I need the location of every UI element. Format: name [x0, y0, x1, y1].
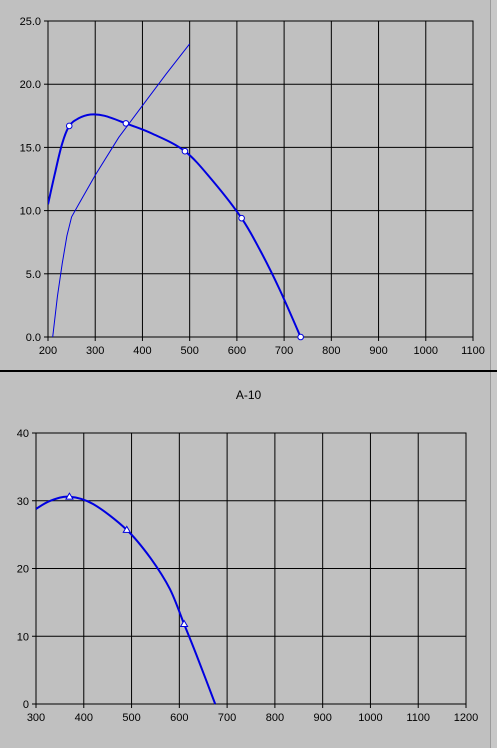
- data-point-marker: [65, 122, 73, 130]
- x-tick-label: 500: [180, 345, 198, 357]
- y-tick-label: 10.0: [20, 206, 41, 218]
- x-tick-label: 600: [170, 712, 188, 724]
- chart-panel-bottom: A-10 300 400 500 600 700 800 900 1000 1100 1200 0 1…: [0, 372, 497, 748]
- data-point-marker: [297, 333, 304, 341]
- data-point-marker: [179, 619, 189, 628]
- chart-title: A-10: [235, 388, 262, 402]
- x-tick-label: 1100: [406, 712, 430, 724]
- y-tick-label: 0: [23, 699, 29, 711]
- x-tick-label: 1200: [454, 712, 478, 724]
- right-edge-strip: [490, 0, 497, 370]
- y-tick-label: 15.0: [20, 142, 41, 154]
- y-tick-label: 25.0: [20, 16, 41, 28]
- panel-divider: [0, 370, 497, 372]
- data-point-marker: [181, 147, 189, 155]
- plot-area: [48, 21, 473, 337]
- y-tick-label: 10: [17, 631, 29, 643]
- x-tick-label: 200: [39, 345, 57, 357]
- x-tick-label: 900: [313, 712, 331, 724]
- y-tick-label: 30: [17, 496, 29, 508]
- x-tick-label: 300: [86, 345, 104, 357]
- x-tick-label: 1000: [358, 712, 382, 724]
- x-tick-label: 400: [133, 345, 151, 357]
- chart-bottom: 300 400 500 600 700 800 900 1000 1100 1200 0 10 20 30…: [17, 428, 478, 724]
- x-tick-label: 900: [369, 345, 387, 357]
- x-tick-label: 400: [75, 712, 93, 724]
- right-edge-strip: [490, 372, 497, 748]
- x-tick-label: 500: [122, 712, 140, 724]
- plot-border: [35, 432, 467, 705]
- series-line-1: [52, 43, 191, 338]
- y-tick-label: 20.0: [20, 79, 41, 91]
- data-point-marker: [238, 214, 245, 222]
- plot-border: [47, 20, 474, 338]
- y-tick-label: 0.0: [26, 332, 41, 344]
- chart-top: 200 300 400 500 600 700 800 900 1000 1100 0.0 5.0 10…: [20, 16, 485, 357]
- data-point-marker: [65, 492, 74, 500]
- x-tick-label: 800: [266, 712, 284, 724]
- series-line-0: [36, 495, 217, 705]
- x-tick-label: 800: [322, 345, 340, 357]
- x-tick-label: 1000: [414, 345, 438, 357]
- y-tick-label: 20: [17, 564, 29, 576]
- x-tick-label: 700: [218, 712, 236, 724]
- x-tick-label: 1100: [461, 345, 485, 357]
- x-tick-label: 700: [275, 345, 293, 357]
- data-point-marker: [122, 525, 132, 533]
- x-tick-label: 600: [228, 345, 246, 357]
- y-tick-label: 5.0: [26, 269, 41, 281]
- y-tick-label: 40: [17, 428, 29, 440]
- x-tick-label: 300: [27, 712, 45, 724]
- chart-panel-top: 200 300 400 500 600 700 800 900 1000 1100 0.0 5.0 10…: [0, 0, 497, 370]
